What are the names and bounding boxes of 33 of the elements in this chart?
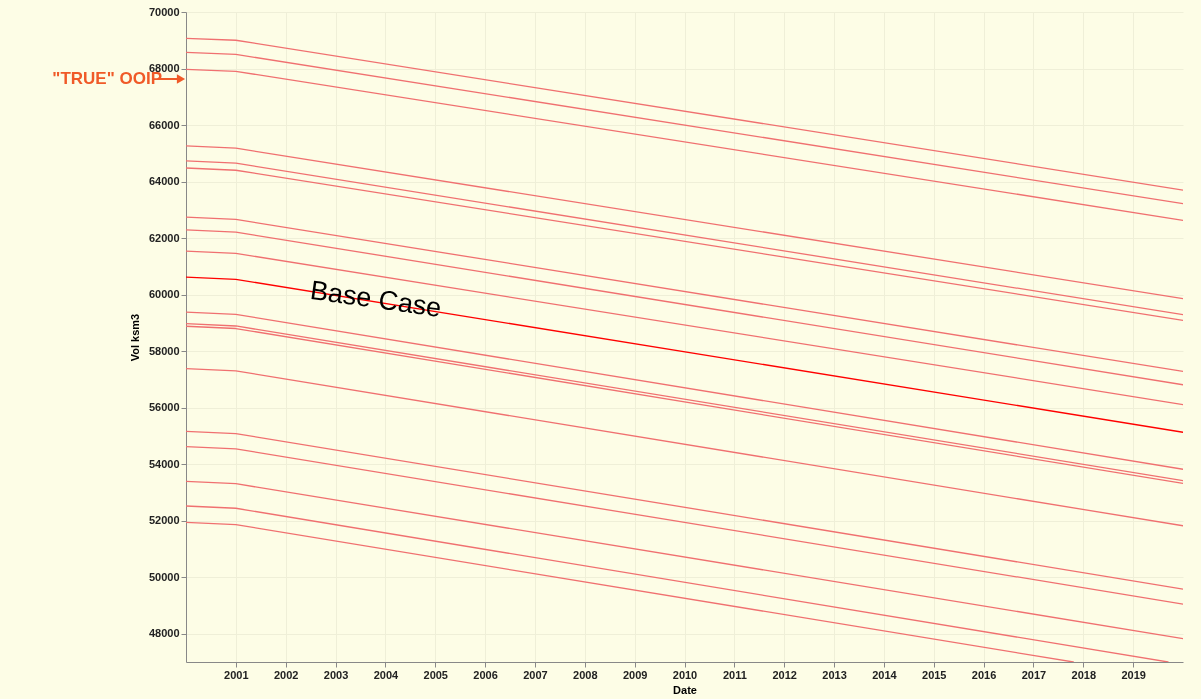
x-tick-label: 2006	[473, 668, 498, 681]
x-axis-title: Date	[673, 683, 697, 696]
x-tick-label: 2002	[273, 668, 299, 681]
x-tick-label: 2018	[1071, 668, 1097, 681]
x-tick-label: 2007	[523, 668, 548, 681]
y-tick-label: 62000	[148, 231, 180, 244]
x-tick-label: 2003	[323, 668, 349, 681]
y-tick-label: 70000	[148, 5, 180, 18]
x-tick-label: 2014	[872, 668, 898, 681]
y-tick-label: 60000	[148, 288, 180, 301]
y-tick-label: 52000	[148, 514, 180, 527]
x-tick-label: 2012	[772, 668, 797, 681]
x-tick-label: 2016	[971, 668, 997, 681]
x-tick-label: 2004	[373, 668, 400, 681]
x-tick-label: 2015	[922, 668, 947, 681]
y-tick-label: 50000	[148, 570, 180, 583]
x-tick-label: 2005	[423, 668, 448, 681]
x-tick-label: 2013	[822, 668, 847, 681]
x-tick-label: 2001	[224, 668, 249, 681]
y-tick-label: 64000	[148, 175, 180, 188]
x-tick-label: 2011	[722, 668, 747, 681]
y-tick-label: 48000	[148, 627, 180, 640]
x-tick-label: 2008	[573, 668, 598, 681]
x-tick-label: 2019	[1121, 668, 1146, 681]
x-tick-label: 2017	[1021, 668, 1047, 681]
y-tick-label: 58000	[148, 344, 180, 357]
y-tick-label: 66000	[148, 118, 180, 131]
y-tick-label: 54000	[148, 457, 180, 470]
x-tick-label: 2009	[622, 668, 648, 681]
y-axis-title: Vol ksm3	[128, 313, 141, 362]
text: Base Case	[308, 274, 444, 323]
x-tick-label: 2010	[672, 668, 698, 681]
y-tick-label: 56000	[148, 401, 180, 414]
